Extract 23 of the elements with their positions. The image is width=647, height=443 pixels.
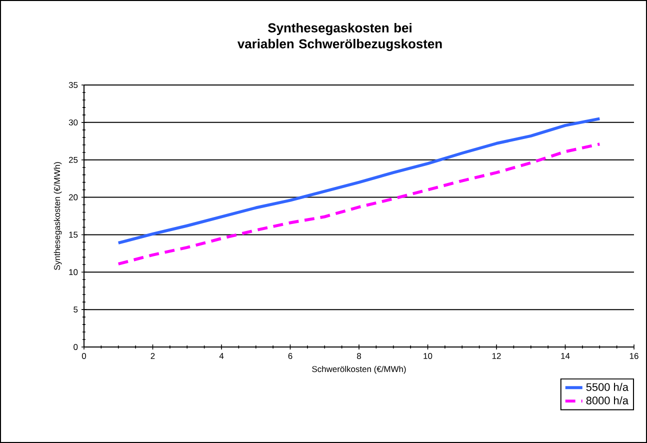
- y-axis-title: Synthesegaskosten (€/MWh): [54, 162, 62, 270]
- x-tick-label: 6: [288, 353, 292, 360]
- y-tick-label: 20: [68, 194, 78, 200]
- legend-label: 8000 h/a: [586, 396, 629, 404]
- x-axis-title: Schwerölkosten (€/MWh): [312, 366, 406, 374]
- x-tick-label: 2: [150, 353, 155, 359]
- x-tick-label: 16: [630, 353, 638, 360]
- line-series: [116, 142, 602, 266]
- x-tick-label: 0: [82, 353, 86, 360]
- legend-label: 5500 h/a: [586, 382, 629, 391]
- x-tick-label: 4: [219, 353, 224, 359]
- y-tick-label: 15: [69, 232, 78, 238]
- chart-title: Synthesegaskosten bei variablen Schwerölbezugskosten: [237, 22, 442, 52]
- y-tick-label: 5: [74, 306, 78, 313]
- y-tick-label: 0: [74, 344, 78, 350]
- y-tick-label: 25: [68, 156, 78, 163]
- x-tick-label: 14: [561, 353, 570, 359]
- y-tick-label: 10: [69, 269, 78, 276]
- x-tick-label: 10: [424, 353, 432, 360]
- x-tick-label: 12: [492, 353, 501, 359]
- x-tick-label: 8: [357, 353, 361, 360]
- y-tick-label: 30: [68, 119, 78, 126]
- y-tick-label: 35: [68, 82, 78, 88]
